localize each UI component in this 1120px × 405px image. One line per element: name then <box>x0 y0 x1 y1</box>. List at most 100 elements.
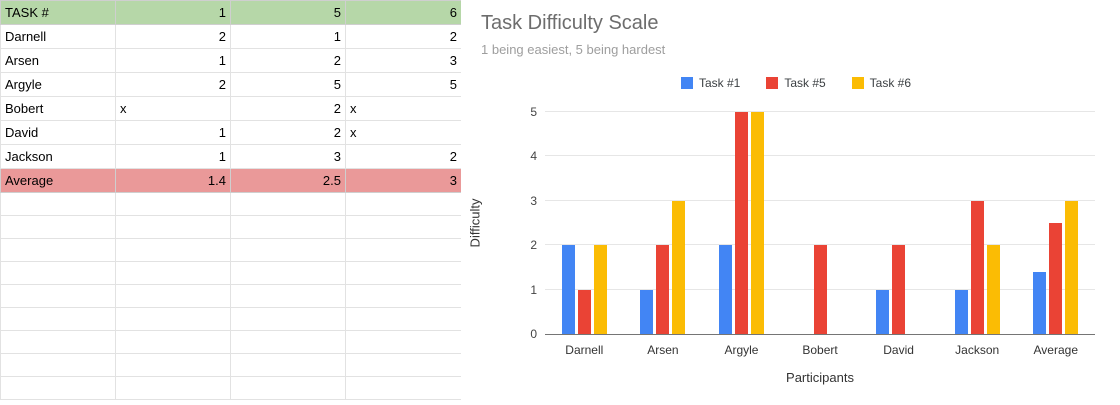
cell[interactable] <box>230 192 346 216</box>
table-row: Jackson 1 3 2 <box>0 144 461 169</box>
cell[interactable] <box>345 261 461 285</box>
cell[interactable] <box>0 215 116 239</box>
cell[interactable]: 6 <box>345 0 461 25</box>
cell[interactable]: x <box>345 96 461 121</box>
cell[interactable] <box>345 215 461 239</box>
cell[interactable]: TASK # <box>0 0 116 25</box>
cell[interactable] <box>115 261 231 285</box>
cell[interactable]: 2 <box>230 120 346 145</box>
cell[interactable] <box>230 307 346 331</box>
cell[interactable] <box>115 330 231 354</box>
cell[interactable]: Jackson <box>0 144 116 169</box>
legend-label: Task #6 <box>869 76 912 90</box>
x-tick-label: Arsen <box>647 343 679 357</box>
bar <box>561 245 575 334</box>
table-row: TASK #1 5 6 <box>0 0 461 25</box>
table-row <box>0 376 461 400</box>
bar-group <box>624 112 703 334</box>
table-row <box>0 215 461 239</box>
cell[interactable] <box>230 238 346 262</box>
cell[interactable]: 2.5 <box>230 168 346 193</box>
cell[interactable] <box>115 307 231 331</box>
cell[interactable] <box>115 238 231 262</box>
cell[interactable] <box>345 330 461 354</box>
x-tick-label: Jackson <box>955 343 1000 357</box>
cell[interactable]: Darnell <box>0 24 116 49</box>
cell[interactable]: 1.4 <box>115 168 231 193</box>
bar <box>672 200 686 334</box>
cell[interactable]: 5 <box>230 72 346 97</box>
table-row <box>0 261 461 285</box>
cell[interactable]: x <box>115 96 231 121</box>
cell[interactable] <box>115 353 231 377</box>
cell[interactable] <box>230 330 346 354</box>
cell[interactable]: 2 <box>115 24 231 49</box>
cell[interactable] <box>230 261 346 285</box>
cell[interactable]: 1 <box>115 48 231 73</box>
cell[interactable]: Arsen <box>0 48 116 73</box>
cell[interactable]: x <box>345 120 461 145</box>
bar <box>750 112 764 334</box>
y-tick-label: 5 <box>530 105 537 119</box>
cell[interactable] <box>345 353 461 377</box>
cell[interactable] <box>0 376 116 400</box>
cell[interactable] <box>230 284 346 308</box>
bar-groups <box>545 112 1095 334</box>
cell[interactable]: 2 <box>345 24 461 49</box>
cell[interactable]: 1 <box>230 24 346 49</box>
cell[interactable] <box>345 307 461 331</box>
bar-group <box>1016 112 1095 334</box>
bar <box>656 245 670 334</box>
x-tick-label: Bobert <box>802 343 838 357</box>
cell[interactable] <box>115 192 231 216</box>
legend-swatch-icon <box>851 77 864 89</box>
cell[interactable] <box>115 376 231 400</box>
table-row <box>0 307 461 331</box>
cell[interactable]: 1 <box>115 144 231 169</box>
cell[interactable]: David <box>0 120 116 145</box>
bar <box>718 245 732 334</box>
cell[interactable]: 2 <box>230 96 346 121</box>
bar <box>734 112 748 334</box>
legend-swatch-icon <box>766 77 779 89</box>
cell[interactable]: 3 <box>345 48 461 73</box>
cell[interactable] <box>0 284 116 308</box>
cell[interactable]: 1 <box>115 120 231 145</box>
table-row: Bobert x 2 x <box>0 96 461 121</box>
embedded-chart[interactable]: Task Difficulty Scale 1 being easiest, 5… <box>461 0 1120 405</box>
cell[interactable] <box>0 261 116 285</box>
bar <box>640 289 654 334</box>
cell[interactable] <box>345 284 461 308</box>
table-row <box>0 353 461 377</box>
cell[interactable]: 1 <box>115 0 231 25</box>
cell[interactable] <box>345 192 461 216</box>
cell[interactable]: Bobert <box>0 96 116 121</box>
cell[interactable] <box>345 376 461 400</box>
cell[interactable] <box>115 284 231 308</box>
cell[interactable] <box>115 215 231 239</box>
bar <box>954 289 968 334</box>
cell[interactable]: 3 <box>230 144 346 169</box>
cell[interactable] <box>345 238 461 262</box>
cell[interactable]: 5 <box>345 72 461 97</box>
cell[interactable] <box>0 307 116 331</box>
cell[interactable]: 2 <box>345 144 461 169</box>
cell[interactable] <box>0 238 116 262</box>
cell[interactable]: Argyle <box>0 72 116 97</box>
cell[interactable] <box>230 353 346 377</box>
cell[interactable] <box>0 353 116 377</box>
cell[interactable]: 2 <box>115 72 231 97</box>
cell[interactable]: 2 <box>230 48 346 73</box>
spreadsheet-table: TASK #1 5 6 Darnell 2 1 2 Arsen 1 2 3 Argyle 2 5 5 Bobe… <box>0 0 461 400</box>
cell[interactable] <box>230 376 346 400</box>
cell[interactable] <box>0 330 116 354</box>
cell[interactable]: 3 <box>345 168 461 193</box>
table-row <box>0 330 461 354</box>
chart-legend: Task #1 Task #5 Task #6 <box>521 76 1071 90</box>
bar <box>813 245 827 334</box>
cell[interactable] <box>0 192 116 216</box>
cell[interactable] <box>230 215 346 239</box>
cell[interactable]: 5 <box>230 0 346 25</box>
cell[interactable]: Average <box>0 168 116 193</box>
table-row: Argyle 2 5 5 <box>0 72 461 97</box>
